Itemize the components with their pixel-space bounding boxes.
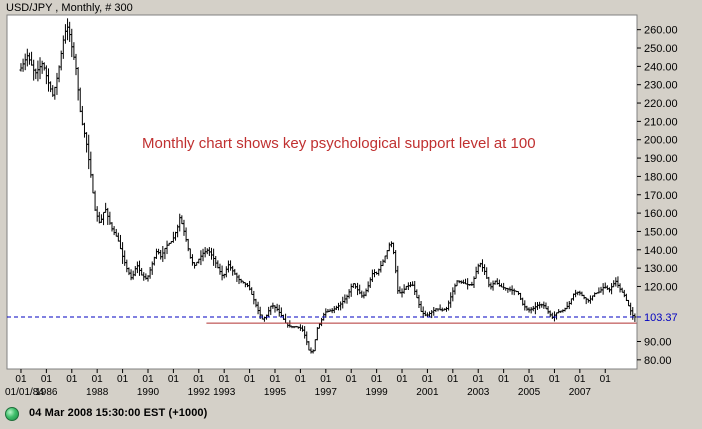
y-tick-label: 130.00 bbox=[644, 263, 678, 275]
x-tick-label: 01 bbox=[269, 374, 281, 385]
x-tick-label: 01 bbox=[117, 374, 129, 385]
x-year-label: 1988 bbox=[86, 387, 109, 398]
y-axis: 80.00 90.00 103.37 120.00 130.00 140.00 150.00… bbox=[636, 15, 678, 369]
y-tick-label: 90.00 bbox=[644, 336, 672, 348]
ohlc-bar bbox=[633, 313, 637, 322]
x-tick-label: 01 bbox=[193, 374, 205, 385]
y-tick-label: 230.00 bbox=[644, 80, 678, 92]
x-year-label: 01/01/84 bbox=[5, 387, 44, 398]
last-price-label: 103.37 bbox=[644, 312, 678, 324]
x-tick-label: 01 bbox=[66, 374, 78, 385]
status-datetime: 04 Mar 2008 15:30:00 EST (+1000) bbox=[29, 407, 208, 419]
y-tick-label: 220.00 bbox=[644, 98, 678, 110]
x-year-label: 2007 bbox=[569, 387, 592, 398]
x-tick-label: 01 bbox=[244, 374, 256, 385]
x-tick-label: 01 bbox=[473, 374, 485, 385]
x-axis: 01 01/01/84 01 1986 01 01 1988 01 01 1990 01 01 1992… bbox=[5, 369, 611, 398]
plot-area bbox=[6, 14, 638, 370]
x-tick-label: 01 bbox=[396, 374, 408, 385]
x-tick-label: 01 bbox=[600, 374, 612, 385]
y-tick-label: 240.00 bbox=[644, 61, 678, 73]
chart-annotation: Monthly chart shows key psychological su… bbox=[142, 135, 536, 152]
x-tick-label: 01 bbox=[523, 374, 535, 385]
y-tick-label: 250.00 bbox=[644, 43, 678, 55]
x-tick-label: 01 bbox=[142, 374, 154, 385]
x-tick-label: 01 bbox=[422, 374, 434, 385]
x-year-label: 1992 bbox=[188, 387, 211, 398]
y-tick-label: 170.00 bbox=[644, 190, 678, 202]
y-tick-label: 140.00 bbox=[644, 245, 678, 257]
y-tick-label: 80.00 bbox=[644, 355, 672, 367]
x-tick-label: 01 bbox=[168, 374, 180, 385]
y-tick-label: 200.00 bbox=[644, 135, 678, 147]
price-bars bbox=[19, 18, 637, 354]
x-tick-label: 01 bbox=[219, 374, 231, 385]
x-tick-label: 01 bbox=[295, 374, 307, 385]
x-year-label: 1999 bbox=[365, 387, 388, 398]
y-tick-label: 160.00 bbox=[644, 208, 678, 220]
x-year-label: 2005 bbox=[518, 387, 541, 398]
x-tick-label: 01 bbox=[574, 374, 586, 385]
y-tick-label: 260.00 bbox=[644, 25, 678, 37]
x-tick-label: 01 bbox=[41, 374, 53, 385]
y-tick-label: 180.00 bbox=[644, 171, 678, 183]
x-tick-label: 01 bbox=[447, 374, 459, 385]
y-tick-label: 190.00 bbox=[644, 153, 678, 165]
x-year-label: 2001 bbox=[416, 387, 439, 398]
x-tick-label: 01 bbox=[92, 374, 104, 385]
x-year-label: 1997 bbox=[315, 387, 338, 398]
x-year-label: 1995 bbox=[264, 387, 287, 398]
reference-lines bbox=[7, 316, 637, 324]
x-tick-label: 01 bbox=[346, 374, 358, 385]
x-tick-label: 01 bbox=[498, 374, 510, 385]
x-year-label: 1993 bbox=[213, 387, 236, 398]
y-tick-label: 120.00 bbox=[644, 281, 678, 293]
connection-status-icon bbox=[5, 407, 19, 421]
x-year-label: 1990 bbox=[137, 387, 160, 398]
status-bar: 04 Mar 2008 15:30:00 EST (+1000) bbox=[0, 400, 702, 429]
chart-title: USD/JPY , Monthly, # 300 bbox=[6, 2, 133, 14]
x-year-label: 2003 bbox=[467, 387, 490, 398]
x-tick-label: 01 bbox=[15, 374, 27, 385]
price-chart: USD/JPY , Monthly, # 300 Monthly chart s… bbox=[5, 2, 678, 398]
x-tick-label: 01 bbox=[549, 374, 561, 385]
x-tick-label: 01 bbox=[371, 374, 383, 385]
x-year-label: 1986 bbox=[35, 387, 58, 398]
y-tick-label: 150.00 bbox=[644, 226, 678, 238]
x-tick-label: 01 bbox=[320, 374, 332, 385]
y-tick-label: 210.00 bbox=[644, 116, 678, 128]
